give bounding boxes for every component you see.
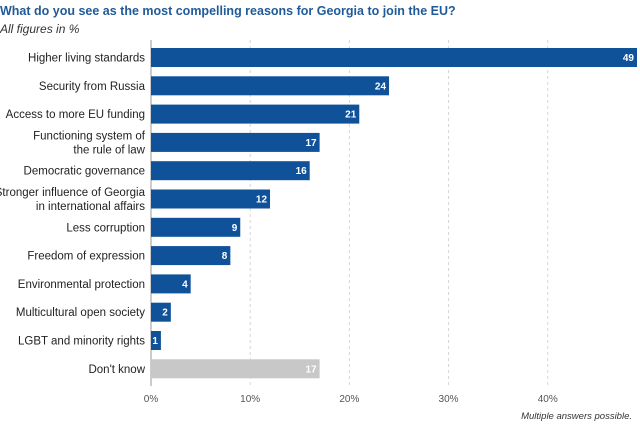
bar xyxy=(151,302,171,322)
category-label: Less corruption xyxy=(66,222,145,234)
category-label-line: Multicultural open society xyxy=(16,307,145,319)
category-label-line: Higher living standards xyxy=(28,53,145,65)
category-label-line: Environmental protection xyxy=(18,279,145,291)
chart-subtitle: All figures in % xyxy=(0,22,80,36)
category-label: Security from Russia xyxy=(39,81,146,93)
category-label: Don't know xyxy=(88,364,145,376)
category-label: Democratic governance xyxy=(24,166,145,178)
value-label: 2 xyxy=(162,308,168,319)
bar xyxy=(151,161,310,181)
x-tick-label: 10% xyxy=(240,394,260,405)
value-label: 24 xyxy=(375,81,387,92)
category-label: Higher living standards xyxy=(28,53,145,65)
bar xyxy=(151,274,191,294)
value-label: 12 xyxy=(256,195,268,206)
category-label-line: the rule of law xyxy=(73,144,145,156)
bar xyxy=(151,132,320,152)
x-tick-label: 30% xyxy=(439,394,459,405)
category-label: Multicultural open society xyxy=(16,307,145,319)
category-label-line: Democratic governance xyxy=(24,166,145,178)
bar xyxy=(151,189,271,209)
value-label: 4 xyxy=(182,279,188,290)
bar xyxy=(151,104,360,124)
bar xyxy=(151,48,637,67)
category-label: LGBT and minority rights xyxy=(18,336,145,348)
category-label-line: Don't know xyxy=(88,364,145,376)
bar xyxy=(151,331,161,350)
category-label-line: in international affairs xyxy=(36,201,145,213)
value-label: 17 xyxy=(305,364,317,375)
category-label-line: Security from Russia xyxy=(39,81,146,93)
bar xyxy=(151,246,231,266)
bar xyxy=(151,76,390,96)
chart-title: What do you see as the most compelling r… xyxy=(0,4,456,18)
category-label-line: Functioning system of xyxy=(33,130,146,142)
x-tick-label: 0% xyxy=(144,394,159,405)
value-label: 9 xyxy=(232,223,238,234)
bar xyxy=(151,217,241,237)
category-label-line: Access to more EU funding xyxy=(6,109,145,121)
category-label-line: Stronger influence of Georgia xyxy=(0,187,146,199)
value-label: 8 xyxy=(222,251,228,262)
value-label: 21 xyxy=(345,110,357,121)
category-label: Stronger influence of Georgia in internat… xyxy=(0,187,146,213)
category-label: Freedom of expression xyxy=(27,251,145,263)
category-label-line: Freedom of expression xyxy=(27,251,145,263)
category-label-line: Less corruption xyxy=(66,222,145,234)
value-label: 16 xyxy=(296,166,308,177)
category-label: Access to more EU funding xyxy=(6,109,145,121)
value-label: 49 xyxy=(623,53,635,64)
category-label: Functioning system of the rule of law xyxy=(33,130,146,156)
value-label: 1 xyxy=(152,336,158,347)
x-tick-label: 40% xyxy=(538,394,558,405)
chart-note: Multiple answers possible. xyxy=(521,411,632,422)
category-label: Environmental protection xyxy=(18,279,145,291)
category-label-line: LGBT and minority rights xyxy=(18,336,145,348)
value-label: 17 xyxy=(305,138,317,149)
bar xyxy=(151,359,320,379)
x-tick-label: 20% xyxy=(339,394,359,405)
